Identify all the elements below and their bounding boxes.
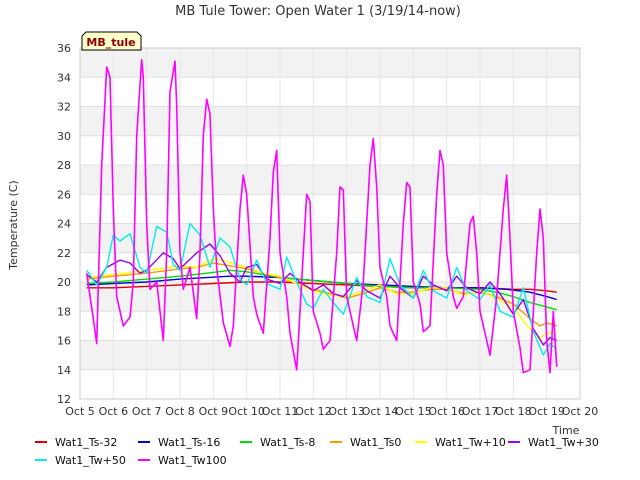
- legend-item: Wat1_Ts-16: [138, 436, 220, 449]
- legend-item: Wat1_Tw+50: [35, 454, 126, 467]
- legend-label: Wat1_Tw+50: [55, 454, 126, 467]
- chart-title: MB Tule Tower: Open Water 1 (3/19/14-now…: [175, 4, 461, 19]
- legend-item: Wat1_Ts-32: [35, 436, 117, 449]
- plot-band: [80, 48, 580, 78]
- legend-label: Wat1_Tw100: [158, 454, 227, 467]
- plot-band: [80, 194, 580, 224]
- legend-label: Wat1_Ts-8: [260, 436, 315, 449]
- plot-band: [80, 223, 580, 253]
- legend-label: Wat1_Tw+10: [435, 436, 506, 449]
- y-tick-label: 22: [57, 247, 71, 260]
- x-tick-label: Oct 9: [199, 405, 229, 418]
- plot-band: [80, 77, 580, 107]
- y-tick-label: 20: [57, 276, 71, 289]
- x-tick-label: Oct 7: [132, 405, 162, 418]
- plot-band: [80, 252, 580, 282]
- x-tick-label: Oct 10: [228, 405, 265, 418]
- y-tick-label: 26: [57, 188, 71, 201]
- legend-item: Wat1_Tw+30: [508, 436, 599, 449]
- x-tick-label: Oct 11: [262, 405, 299, 418]
- y-tick-label: 16: [57, 335, 71, 348]
- x-tick-label: Oct 20: [562, 405, 599, 418]
- legend-label: Wat1_Ts0: [350, 436, 401, 449]
- series-line-wat1-ts-8: [86, 269, 557, 311]
- legend-item: Wat1_Tw+10: [415, 436, 506, 449]
- series-line-wat1-tw100: [85, 58, 558, 374]
- y-tick-label: 28: [57, 159, 71, 172]
- y-axis-label: Temperature (C): [7, 180, 20, 270]
- station-tag-box: [81, 31, 142, 51]
- y-tick-label: 14: [57, 364, 71, 377]
- y-tick-label: 32: [57, 101, 71, 114]
- plot-band: [80, 135, 580, 165]
- plot-band: [80, 340, 580, 370]
- y-tick-label: 18: [57, 305, 71, 318]
- series-lines: [85, 58, 558, 374]
- legend-item: Wat1_Ts-8: [240, 436, 315, 449]
- plot-band: [80, 369, 580, 399]
- y-tick-labels: 12 14 16 18 20 22 24 26 28 30 32 34 36: [57, 42, 71, 406]
- x-tick-label: Oct 16: [428, 405, 465, 418]
- y-tick-label: 30: [57, 130, 71, 143]
- plot-band: [80, 106, 580, 136]
- x-tick-label: Oct 13: [328, 405, 365, 418]
- plot-frame: [79, 47, 581, 400]
- series-line-wat1-tw-10: [86, 257, 557, 339]
- legend-label: Wat1_Ts-16: [158, 436, 220, 449]
- y-tick-label: 36: [57, 42, 71, 55]
- legend-label: Wat1_Ts-32: [55, 436, 117, 449]
- plot-band: [80, 165, 580, 195]
- x-tick-label: Oct 18: [495, 405, 532, 418]
- y-tick-label: 24: [57, 218, 71, 231]
- legend-item: Wat1_Tw100: [138, 454, 227, 467]
- y-tick-label: 34: [57, 71, 71, 84]
- x-tick-label: Oct 6: [99, 405, 129, 418]
- station-tag-label: MB_tule: [86, 36, 135, 49]
- station-tag: MB_tule: [81, 31, 142, 51]
- y-tick-label: 12: [57, 393, 71, 406]
- x-tick-label: Oct 17: [462, 405, 499, 418]
- x-tick-label: Oct 5: [65, 405, 95, 418]
- x-tick-label: Oct 12: [295, 405, 332, 418]
- x-tick-label: Oct 8: [165, 405, 195, 418]
- legend: Wat1_Ts-32 Wat1_Ts-16 Wat1_Ts-8 Wat1_Ts0 Wat…: [35, 436, 599, 467]
- legend-label: Wat1_Tw+30: [528, 436, 599, 449]
- x-tick-label: Oct 19: [528, 405, 565, 418]
- x-tick-label: Oct 15: [395, 405, 432, 418]
- legend-item: Wat1_Ts0: [330, 436, 401, 449]
- x-axis-label: Time: [552, 424, 580, 437]
- x-tick-label: Oct 14: [362, 405, 399, 418]
